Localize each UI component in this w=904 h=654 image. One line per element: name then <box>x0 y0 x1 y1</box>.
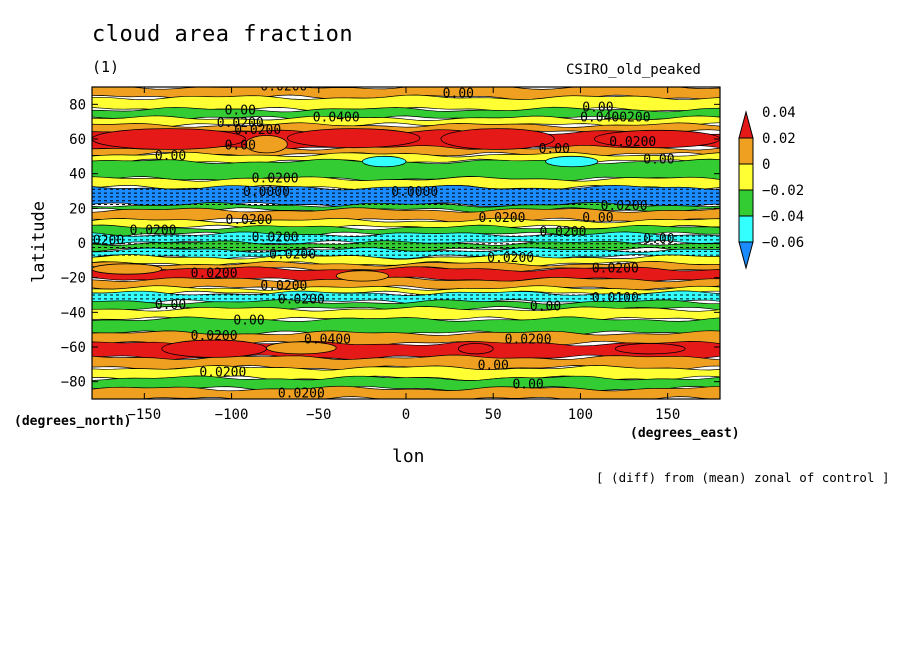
contour-blob <box>286 128 421 149</box>
contour-label: 0.0000 <box>243 185 290 200</box>
chart-title: cloud area fraction <box>92 22 354 47</box>
contour-label: 0.00 <box>539 142 570 157</box>
contour-blob <box>594 129 720 149</box>
contour-band <box>92 261 720 272</box>
contour-label: 0.0200 <box>77 234 124 249</box>
contour-label: 0.0200 <box>601 199 648 214</box>
contour-label: 0.00 <box>155 149 186 164</box>
colorbar-segment <box>738 163 754 191</box>
contour-blob <box>245 135 288 154</box>
colorbar-label: 0.02 <box>762 131 796 147</box>
contour-blob <box>545 155 599 168</box>
contour-label: 0.0200 <box>260 279 307 294</box>
y-axis-units: (degrees_north) <box>14 414 132 429</box>
contour-label: 0.0200 <box>252 230 299 245</box>
colorbar-segment <box>738 189 754 217</box>
colorbar-segment <box>738 241 754 270</box>
contour-blob <box>92 128 246 150</box>
colorbar-label: −0.02 <box>762 183 804 199</box>
contour-blob <box>457 343 494 355</box>
contour-band <box>92 385 720 399</box>
x-tick-label: 50 <box>485 407 502 423</box>
contour-label: 0.0200 <box>260 79 307 94</box>
contour-label: 0.0200 <box>226 213 273 228</box>
contour-label: 0.00 <box>443 86 474 101</box>
contour-label: 0.00 <box>225 104 256 119</box>
x-tick-label: 0 <box>402 407 410 423</box>
colorbar-segment <box>738 215 754 243</box>
contour-blob <box>361 155 407 168</box>
contour-label: 0.00 <box>233 313 264 328</box>
contour-label: 0.0200 <box>487 251 534 266</box>
contour-label: 0.00 <box>582 211 613 226</box>
contour-label: 0.0400 <box>313 111 360 126</box>
contour-blob <box>614 343 686 355</box>
x-tick-label: 150 <box>655 407 680 423</box>
contour-label: 0.00 <box>643 232 674 247</box>
y-tick-label: 40 <box>69 167 86 183</box>
contour-label: 0.0200 <box>540 225 587 240</box>
contour-label: 0.0200 <box>278 293 325 308</box>
y-tick-label: 60 <box>69 132 86 148</box>
contour-blob <box>266 341 337 355</box>
x-tick-label: −100 <box>215 407 249 423</box>
colorbar-segment <box>738 137 754 165</box>
contour-label: 0.0200 <box>199 365 246 380</box>
contour-label: 0.0200 <box>191 267 238 282</box>
contour-band <box>92 254 720 267</box>
contour-blob <box>335 270 389 282</box>
contour-label: 0.0200 <box>217 116 264 131</box>
contour-label: 0.0200 <box>130 223 177 238</box>
colorbar-label: −0.06 <box>762 235 804 251</box>
contour-label: 0.0200 <box>505 333 552 348</box>
contour-label: 0.0200 <box>234 123 281 138</box>
contour-label: 0.0200 <box>269 248 316 263</box>
contour-label: 0.0200 <box>478 211 525 226</box>
colorbar-segment <box>738 110 754 139</box>
footnote: [ (diff) from (mean) zonal of control ] <box>596 470 890 485</box>
contour-band <box>92 316 720 336</box>
colorbar-label: −0.04 <box>762 209 804 225</box>
y-tick-label: −40 <box>61 305 86 321</box>
contour-label: 0.0200 <box>191 329 238 344</box>
y-tick-label: −60 <box>61 340 86 356</box>
y-tick-label: 0 <box>78 236 86 252</box>
contour-label: 0.0200 <box>278 386 325 401</box>
y-tick-label: 20 <box>69 201 86 217</box>
contour-blob <box>440 128 555 150</box>
contour-fills: 0.0200 0.000.000.0200 0.04000.02000.000.00… <box>77 79 720 401</box>
model-name: CSIRO_old_peaked <box>566 62 701 78</box>
contour-label: 0.0200 <box>609 135 656 150</box>
colorbar-label: 0.04 <box>762 105 796 121</box>
x-tick-label: −50 <box>306 407 331 423</box>
y-tick-label: −80 <box>61 375 86 391</box>
contour-label: 0.00 <box>155 298 186 313</box>
y-tick-label: 80 <box>69 97 86 113</box>
colorbar-label: 0 <box>762 157 770 173</box>
contour-label: 0.00 <box>643 152 674 167</box>
contour-band <box>92 184 720 208</box>
contour-label: 0.0200 <box>592 261 639 276</box>
contour-label: 0.00 <box>582 100 613 115</box>
y-tick-label: −20 <box>61 271 86 287</box>
contour-label: 0.0400 <box>304 333 351 348</box>
x-axis-label: lon <box>392 446 425 467</box>
contour-label: 0.00 <box>512 378 543 393</box>
contour-label: 0.0000 <box>391 185 438 200</box>
contour-label: 0.00 <box>225 138 256 153</box>
x-tick-label: −150 <box>127 407 161 423</box>
contour-label: 0.0100 <box>592 291 639 306</box>
contour-label: 0.00 <box>530 300 561 315</box>
contour-label: 0.00 <box>478 359 509 374</box>
chart-subtitle: (1) <box>92 58 120 76</box>
contour-label: 0.0400200 <box>580 111 650 126</box>
x-tick-label: 100 <box>568 407 593 423</box>
x-axis-units: (degrees_east) <box>630 426 740 441</box>
contour-blob <box>92 263 163 275</box>
contour-label: 0.0200 <box>252 171 299 186</box>
